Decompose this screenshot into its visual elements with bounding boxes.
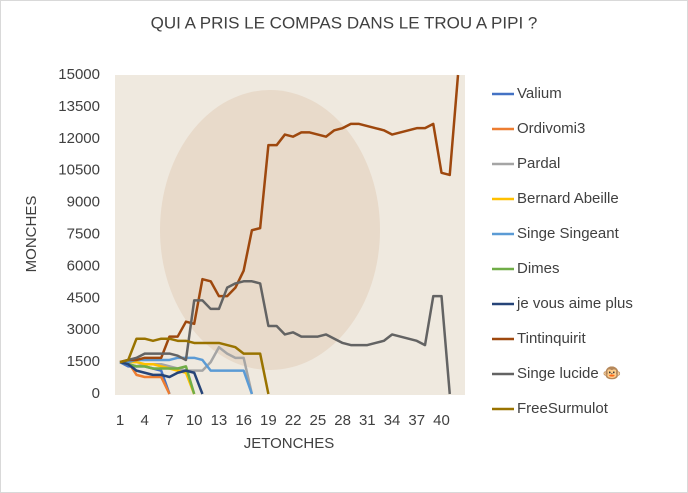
y-tick-label: 0	[92, 385, 100, 402]
series-line	[119, 74, 460, 364]
legend-label: je vous aime plus	[516, 295, 633, 312]
legend-label: Singe Singeant	[517, 225, 620, 242]
x-tick-label: 28	[334, 412, 351, 429]
series-line	[119, 280, 452, 395]
x-tick-label: 22	[285, 412, 302, 429]
y-tick-label: 3000	[67, 321, 100, 338]
legend-label: Singe lucide 🐵	[517, 365, 622, 382]
y-tick-label: 15000	[58, 66, 100, 83]
y-tick-label: 1500	[67, 353, 100, 370]
x-tick-label: 19	[260, 412, 277, 429]
y-tick-label: 7500	[67, 225, 100, 242]
background-photo-face	[160, 90, 380, 370]
x-tick-label: 34	[384, 412, 401, 429]
x-tick-label: 4	[141, 412, 149, 429]
y-tick-label: 13500	[58, 98, 100, 115]
legend-label: Ordivomi3	[517, 120, 585, 137]
legend-label: FreeSurmulot	[517, 400, 609, 417]
x-tick-label: 25	[310, 412, 327, 429]
legend-label: Pardal	[517, 155, 560, 172]
y-tick-label: 4500	[67, 289, 100, 306]
y-tick-label: 9000	[67, 194, 100, 211]
x-tick-label: 1	[116, 412, 124, 429]
x-tick-label: 13	[211, 412, 228, 429]
x-tick-label: 40	[433, 412, 450, 429]
legend-label: Valium	[517, 85, 562, 102]
legend-label: Dimes	[517, 260, 560, 277]
x-tick-label: 16	[235, 412, 252, 429]
legend-label: Bernard Abeille	[517, 190, 619, 207]
series-line	[119, 360, 196, 395]
chart-title: QUI A PRIS LE COMPAS DANS LE TROU A PIPI…	[151, 13, 538, 32]
x-tick-label: 10	[186, 412, 203, 429]
x-tick-label: 31	[359, 412, 376, 429]
y-axis-label: MONCHES	[23, 196, 40, 273]
series-line	[119, 337, 270, 395]
y-tick-label: 6000	[67, 257, 100, 274]
y-tick-label: 10500	[58, 162, 100, 179]
legend-label: Tintinquirit	[517, 330, 586, 347]
y-tick-label: 12000	[58, 130, 100, 147]
x-axis-label: JETONCHES	[244, 435, 335, 452]
x-tick-label: 37	[408, 412, 425, 429]
series-line	[119, 360, 204, 395]
x-tick-label: 7	[165, 412, 173, 429]
